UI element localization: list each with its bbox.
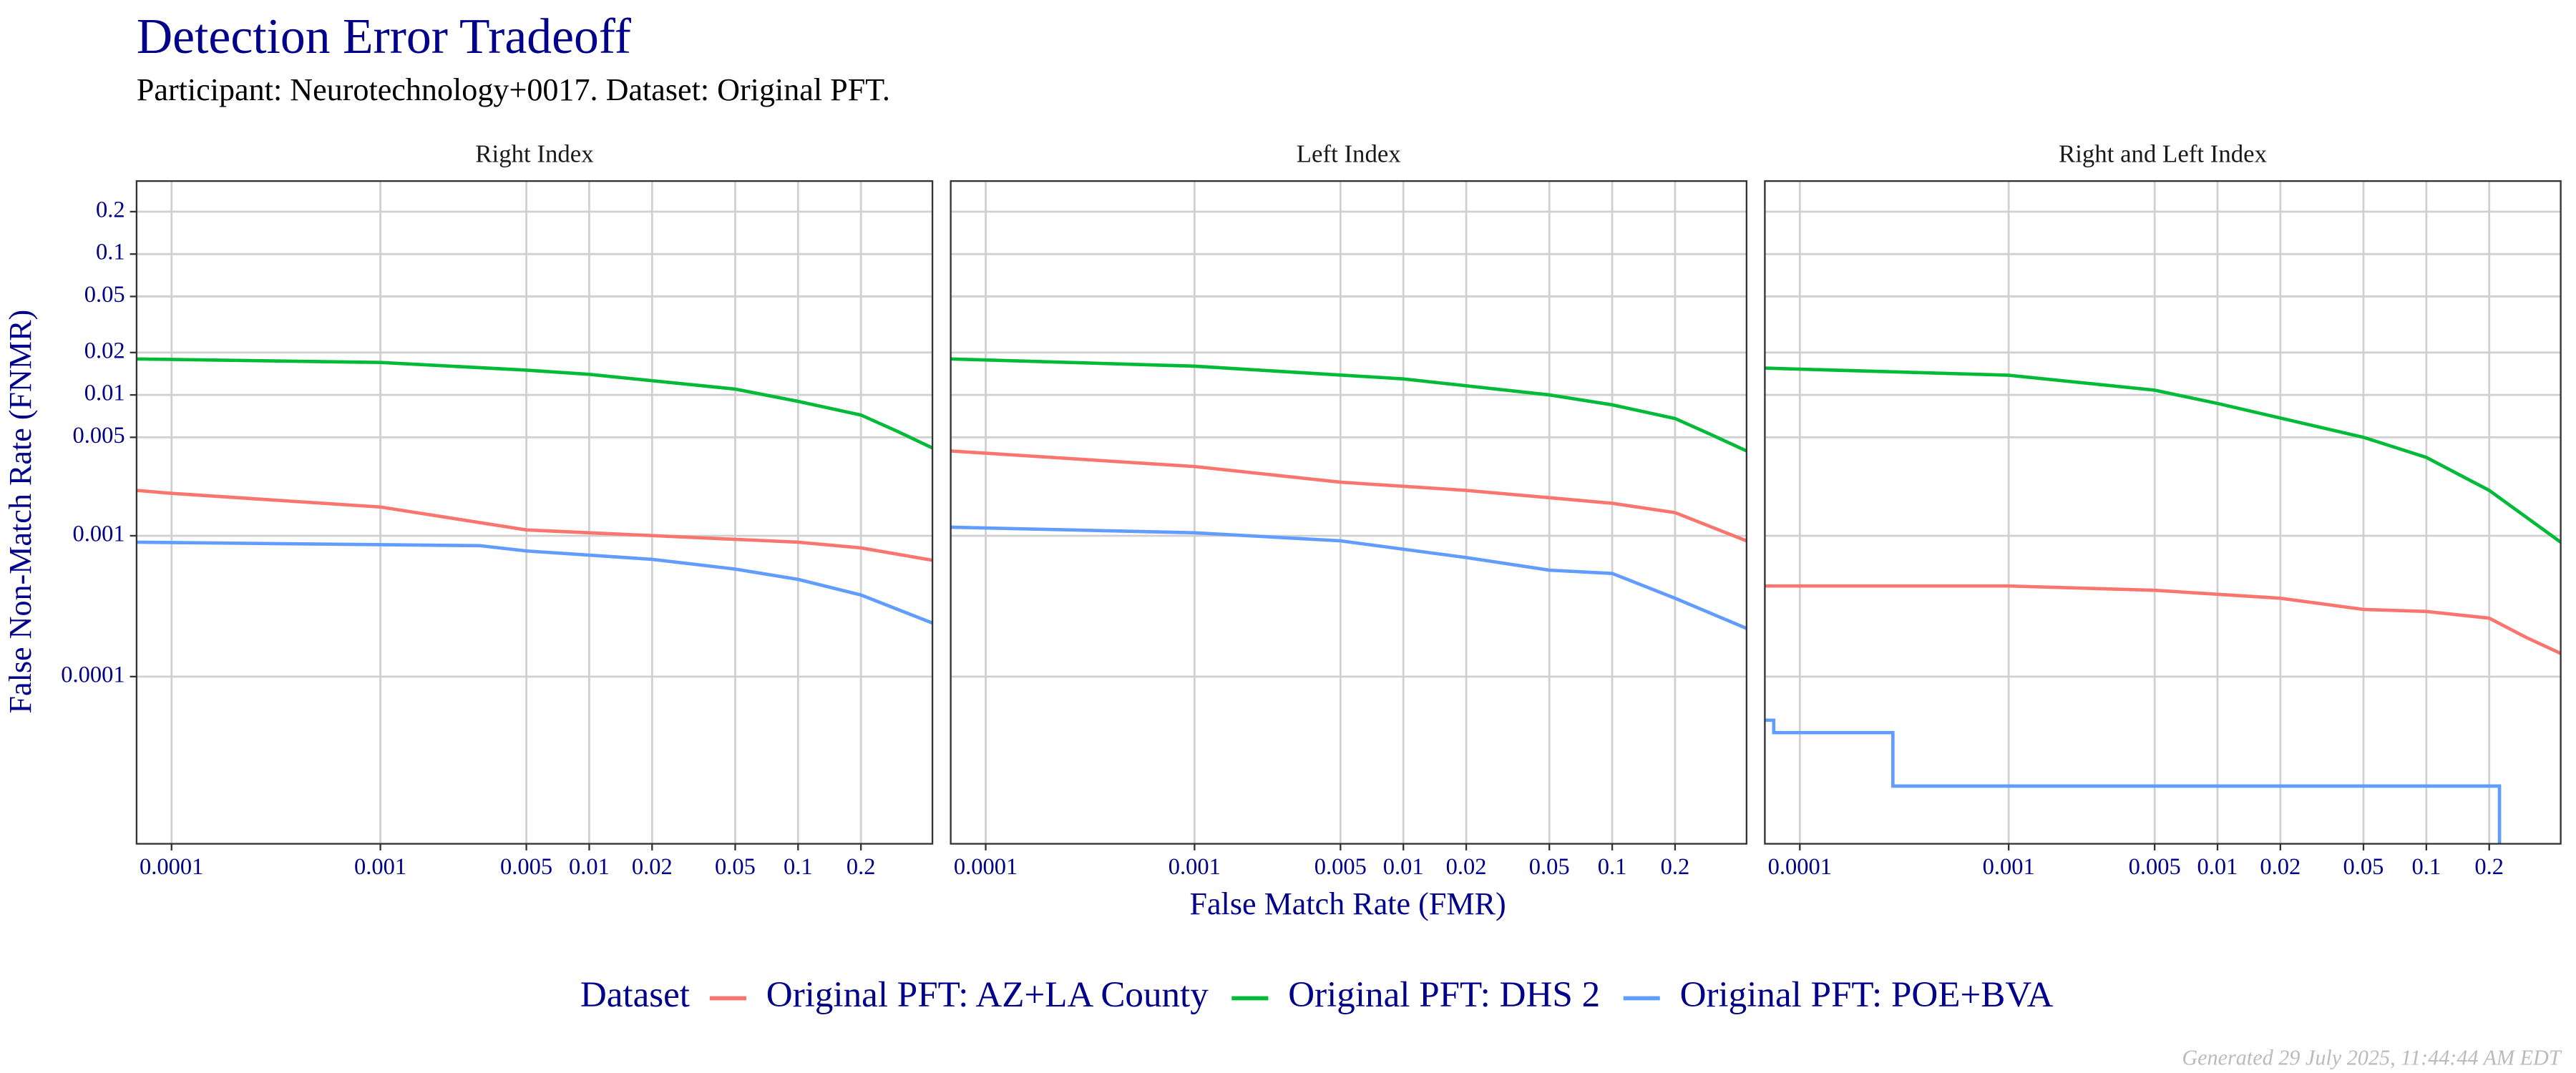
y-tick-label: 0.0001 bbox=[61, 662, 125, 687]
x-tick-label: 0.005 bbox=[500, 854, 552, 880]
x-tick-label: 0.1 bbox=[2412, 854, 2441, 880]
panel-border bbox=[950, 180, 1748, 845]
chart-subtitle: Participant: Neurotechnology+0017. Datas… bbox=[137, 72, 890, 107]
x-tick-label: 0.1 bbox=[1598, 854, 1627, 880]
x-tick-label: 0.01 bbox=[569, 854, 610, 880]
x-tick-label: 0.05 bbox=[715, 854, 756, 880]
x-tick-label: 0.005 bbox=[2129, 854, 2181, 880]
data-line bbox=[136, 357, 933, 450]
x-tick-label: 0.001 bbox=[354, 854, 406, 880]
data-line bbox=[1765, 584, 2561, 655]
panel-background bbox=[136, 181, 933, 844]
data-line bbox=[136, 489, 933, 562]
panel-border bbox=[135, 180, 934, 845]
y-tick-label: 0.05 bbox=[84, 282, 125, 308]
x-tick-label: 0.001 bbox=[1169, 854, 1221, 880]
x-tick-label: 0.001 bbox=[1983, 854, 2035, 880]
x-tick-label: 0.02 bbox=[1446, 854, 1487, 880]
panel-background bbox=[950, 181, 1747, 844]
x-tick-label: 0.02 bbox=[632, 854, 673, 880]
x-tick-label: 0.05 bbox=[1529, 854, 1570, 880]
x-tick-label: 0.0001 bbox=[954, 854, 1018, 880]
x-tick-label: 0.2 bbox=[2474, 854, 2504, 880]
data-line bbox=[136, 540, 933, 625]
data-line bbox=[950, 357, 1747, 453]
x-tick-label: 0.01 bbox=[2197, 854, 2238, 880]
x-tick-label: 0.05 bbox=[2343, 854, 2384, 880]
panel: Right Index 0.0001 0.001 0.005 0.01 0.02 0.05 0… bbox=[61, 139, 934, 880]
data-line bbox=[1765, 718, 2502, 844]
footer: Generated 29 July 2025, 11:44:44 AM EDT bbox=[2182, 1045, 2562, 1069]
y-axis-title: False Non-Match Rate (FNMR) bbox=[3, 310, 38, 714]
x-tick-label: 0.02 bbox=[2260, 854, 2301, 880]
legend-title: Dataset bbox=[580, 974, 690, 1015]
panel-background bbox=[1765, 181, 2561, 844]
x-tick-label: 0.01 bbox=[1383, 854, 1424, 880]
panel: Left Index 0.0001 0.001 0.005 0.01 0.02 0.05 0.… bbox=[950, 139, 1748, 880]
chart-title: Detection Error Tradeoff bbox=[137, 9, 632, 64]
data-line bbox=[950, 449, 1747, 543]
x-axis-title: False Match Rate (FMR) bbox=[1189, 886, 1506, 921]
y-tick-label: 0.02 bbox=[84, 338, 125, 363]
data-line bbox=[1765, 366, 2561, 544]
y-tick-label: 0.005 bbox=[72, 423, 125, 449]
y-tick-label: 0.2 bbox=[96, 197, 125, 222]
x-tick-label: 0.1 bbox=[784, 854, 813, 880]
legend: Dataset Original PFT: AZ+LA County Origin… bbox=[580, 974, 2054, 1015]
legend-label: Original PFT: POE+BVA bbox=[1680, 974, 2054, 1015]
x-tick-label: 0.2 bbox=[1661, 854, 1690, 880]
facet-title: Right Index bbox=[475, 139, 593, 167]
legend-label: Original PFT: AZ+LA County bbox=[766, 974, 1209, 1015]
y-tick-label: 0.1 bbox=[96, 240, 125, 265]
panel-border bbox=[1764, 180, 2562, 845]
x-tick-label: 0.0001 bbox=[1768, 854, 1832, 880]
y-tick-label: 0.01 bbox=[84, 381, 125, 406]
y-tick-label: 0.001 bbox=[72, 521, 125, 547]
legend-label: Original PFT: DHS 2 bbox=[1288, 974, 1600, 1015]
panel: Right and Left Index 0.0001 0.001 0.005 0.01… bbox=[1764, 139, 2562, 880]
data-line bbox=[950, 525, 1747, 630]
x-tick-label: 0.0001 bbox=[140, 854, 203, 880]
facet-title: Left Index bbox=[1297, 139, 1401, 167]
x-tick-label: 0.005 bbox=[1314, 854, 1367, 880]
x-tick-label: 0.2 bbox=[847, 854, 876, 880]
facet-title: Right and Left Index bbox=[2059, 139, 2267, 167]
